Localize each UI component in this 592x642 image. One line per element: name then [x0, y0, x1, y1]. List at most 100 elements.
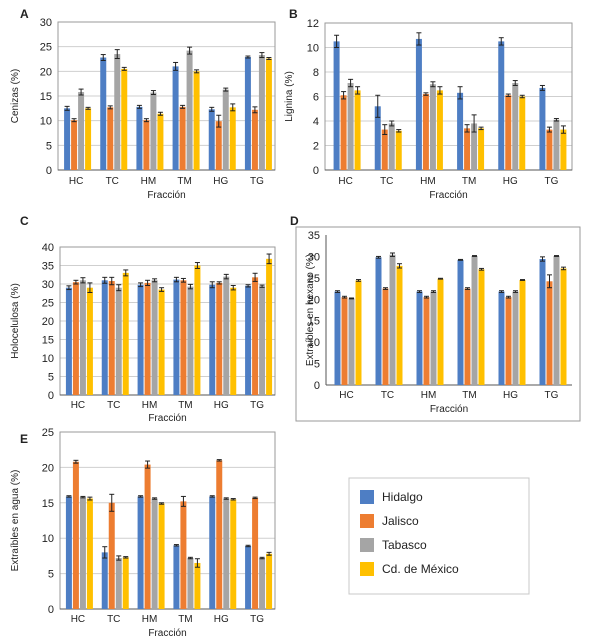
y-tick-label: 6: [313, 92, 319, 104]
y-axis-label: Lignina (%): [284, 71, 295, 122]
bar: [266, 553, 273, 609]
chart-border: [295, 226, 581, 422]
bar: [340, 95, 347, 170]
bar: [186, 50, 193, 170]
x-tick-label: HM: [142, 400, 158, 411]
bar: [187, 558, 194, 609]
bar: [498, 41, 505, 170]
bar: [223, 276, 230, 395]
bar: [71, 120, 78, 170]
bar: [65, 496, 72, 609]
bar: [252, 277, 259, 395]
x-tick-label: TG: [250, 400, 264, 411]
bar: [107, 107, 114, 170]
y-axis-label: Holocelulosa (%): [10, 283, 21, 359]
x-tick-label: TM: [178, 614, 192, 625]
bar: [259, 286, 266, 395]
y-tick-label: 30: [40, 17, 52, 29]
bar: [457, 92, 464, 170]
bar: [464, 128, 471, 170]
bar: [553, 256, 560, 385]
bar: [348, 298, 355, 385]
y-tick-label: 0: [48, 390, 54, 402]
legend-label: Tabasco: [382, 538, 427, 552]
bar: [354, 90, 361, 170]
bar: [114, 54, 121, 170]
y-tick-label: 15: [42, 498, 54, 510]
bar: [334, 291, 341, 385]
panel-letter: D: [290, 214, 299, 228]
x-tick-label: TC: [107, 614, 120, 625]
y-tick-label: 0: [46, 165, 52, 177]
bar: [79, 497, 86, 609]
bar: [173, 279, 180, 395]
y-tick-label: 5: [46, 140, 52, 152]
bar: [229, 107, 236, 170]
bar: [179, 106, 186, 170]
y-tick-label: 10: [40, 116, 52, 128]
bar: [172, 66, 179, 170]
y-tick-label: 10: [42, 533, 54, 545]
bar: [64, 108, 71, 170]
x-tick-label: HM: [141, 176, 157, 187]
x-axis-label: Fracción: [147, 190, 185, 201]
y-tick-label: 15: [308, 316, 320, 328]
bar: [560, 268, 567, 385]
bar: [471, 256, 478, 385]
bar: [115, 558, 122, 609]
bar: [546, 129, 553, 170]
bar: [333, 41, 340, 170]
x-tick-label: HG: [213, 176, 228, 187]
x-tick-label: TM: [177, 176, 191, 187]
bar: [512, 83, 519, 170]
bar: [245, 545, 252, 609]
y-tick-label: 15: [40, 91, 52, 103]
bar: [180, 501, 187, 609]
bar: [223, 498, 230, 609]
x-axis-label: Fracción: [148, 628, 186, 639]
x-tick-label: HC: [71, 614, 85, 625]
bar: [266, 258, 273, 395]
bar: [101, 552, 108, 609]
bar: [230, 499, 237, 609]
bar: [108, 502, 115, 609]
bar: [478, 269, 485, 385]
x-axis-label: Fracción: [429, 190, 467, 201]
x-tick-label: TC: [106, 176, 119, 187]
bar: [137, 496, 144, 609]
y-tick-label: 5: [314, 359, 320, 371]
bar: [209, 496, 216, 609]
bar: [158, 503, 165, 609]
x-tick-label: HM: [421, 390, 437, 401]
y-tick-label: 25: [40, 42, 52, 54]
x-tick-label: TM: [462, 390, 476, 401]
bar: [151, 498, 158, 609]
x-tick-label: TM: [178, 400, 192, 411]
bar: [121, 68, 128, 170]
chart-panel-e: E 0 5 10 15 20 25 HC TC HM TM HG TG Extraíbles en agu…: [10, 427, 276, 639]
bar: [423, 297, 430, 385]
y-tick-label: 12: [307, 18, 319, 30]
bar: [388, 123, 395, 170]
y-tick-label: 35: [308, 230, 320, 242]
bar: [258, 55, 265, 171]
bar: [560, 129, 567, 170]
bar: [546, 281, 553, 385]
y-tick-label: 30: [42, 279, 54, 291]
legend: Hidalgo Jalisco Tabasco Cd. de México: [348, 477, 530, 595]
x-tick-label: HC: [69, 176, 83, 187]
x-tick-label: HG: [503, 390, 518, 401]
legend-swatch: [360, 562, 374, 576]
y-tick-label: 10: [307, 43, 319, 55]
bar: [381, 129, 388, 170]
bar: [422, 94, 429, 170]
y-tick-label: 10: [42, 353, 54, 365]
bar: [471, 123, 478, 170]
bar: [180, 280, 187, 395]
bar: [498, 291, 505, 385]
bar: [505, 95, 512, 170]
y-tick-label: 0: [313, 165, 319, 177]
x-tick-label: HM: [142, 614, 158, 625]
bar: [173, 545, 180, 609]
bar: [86, 498, 93, 609]
